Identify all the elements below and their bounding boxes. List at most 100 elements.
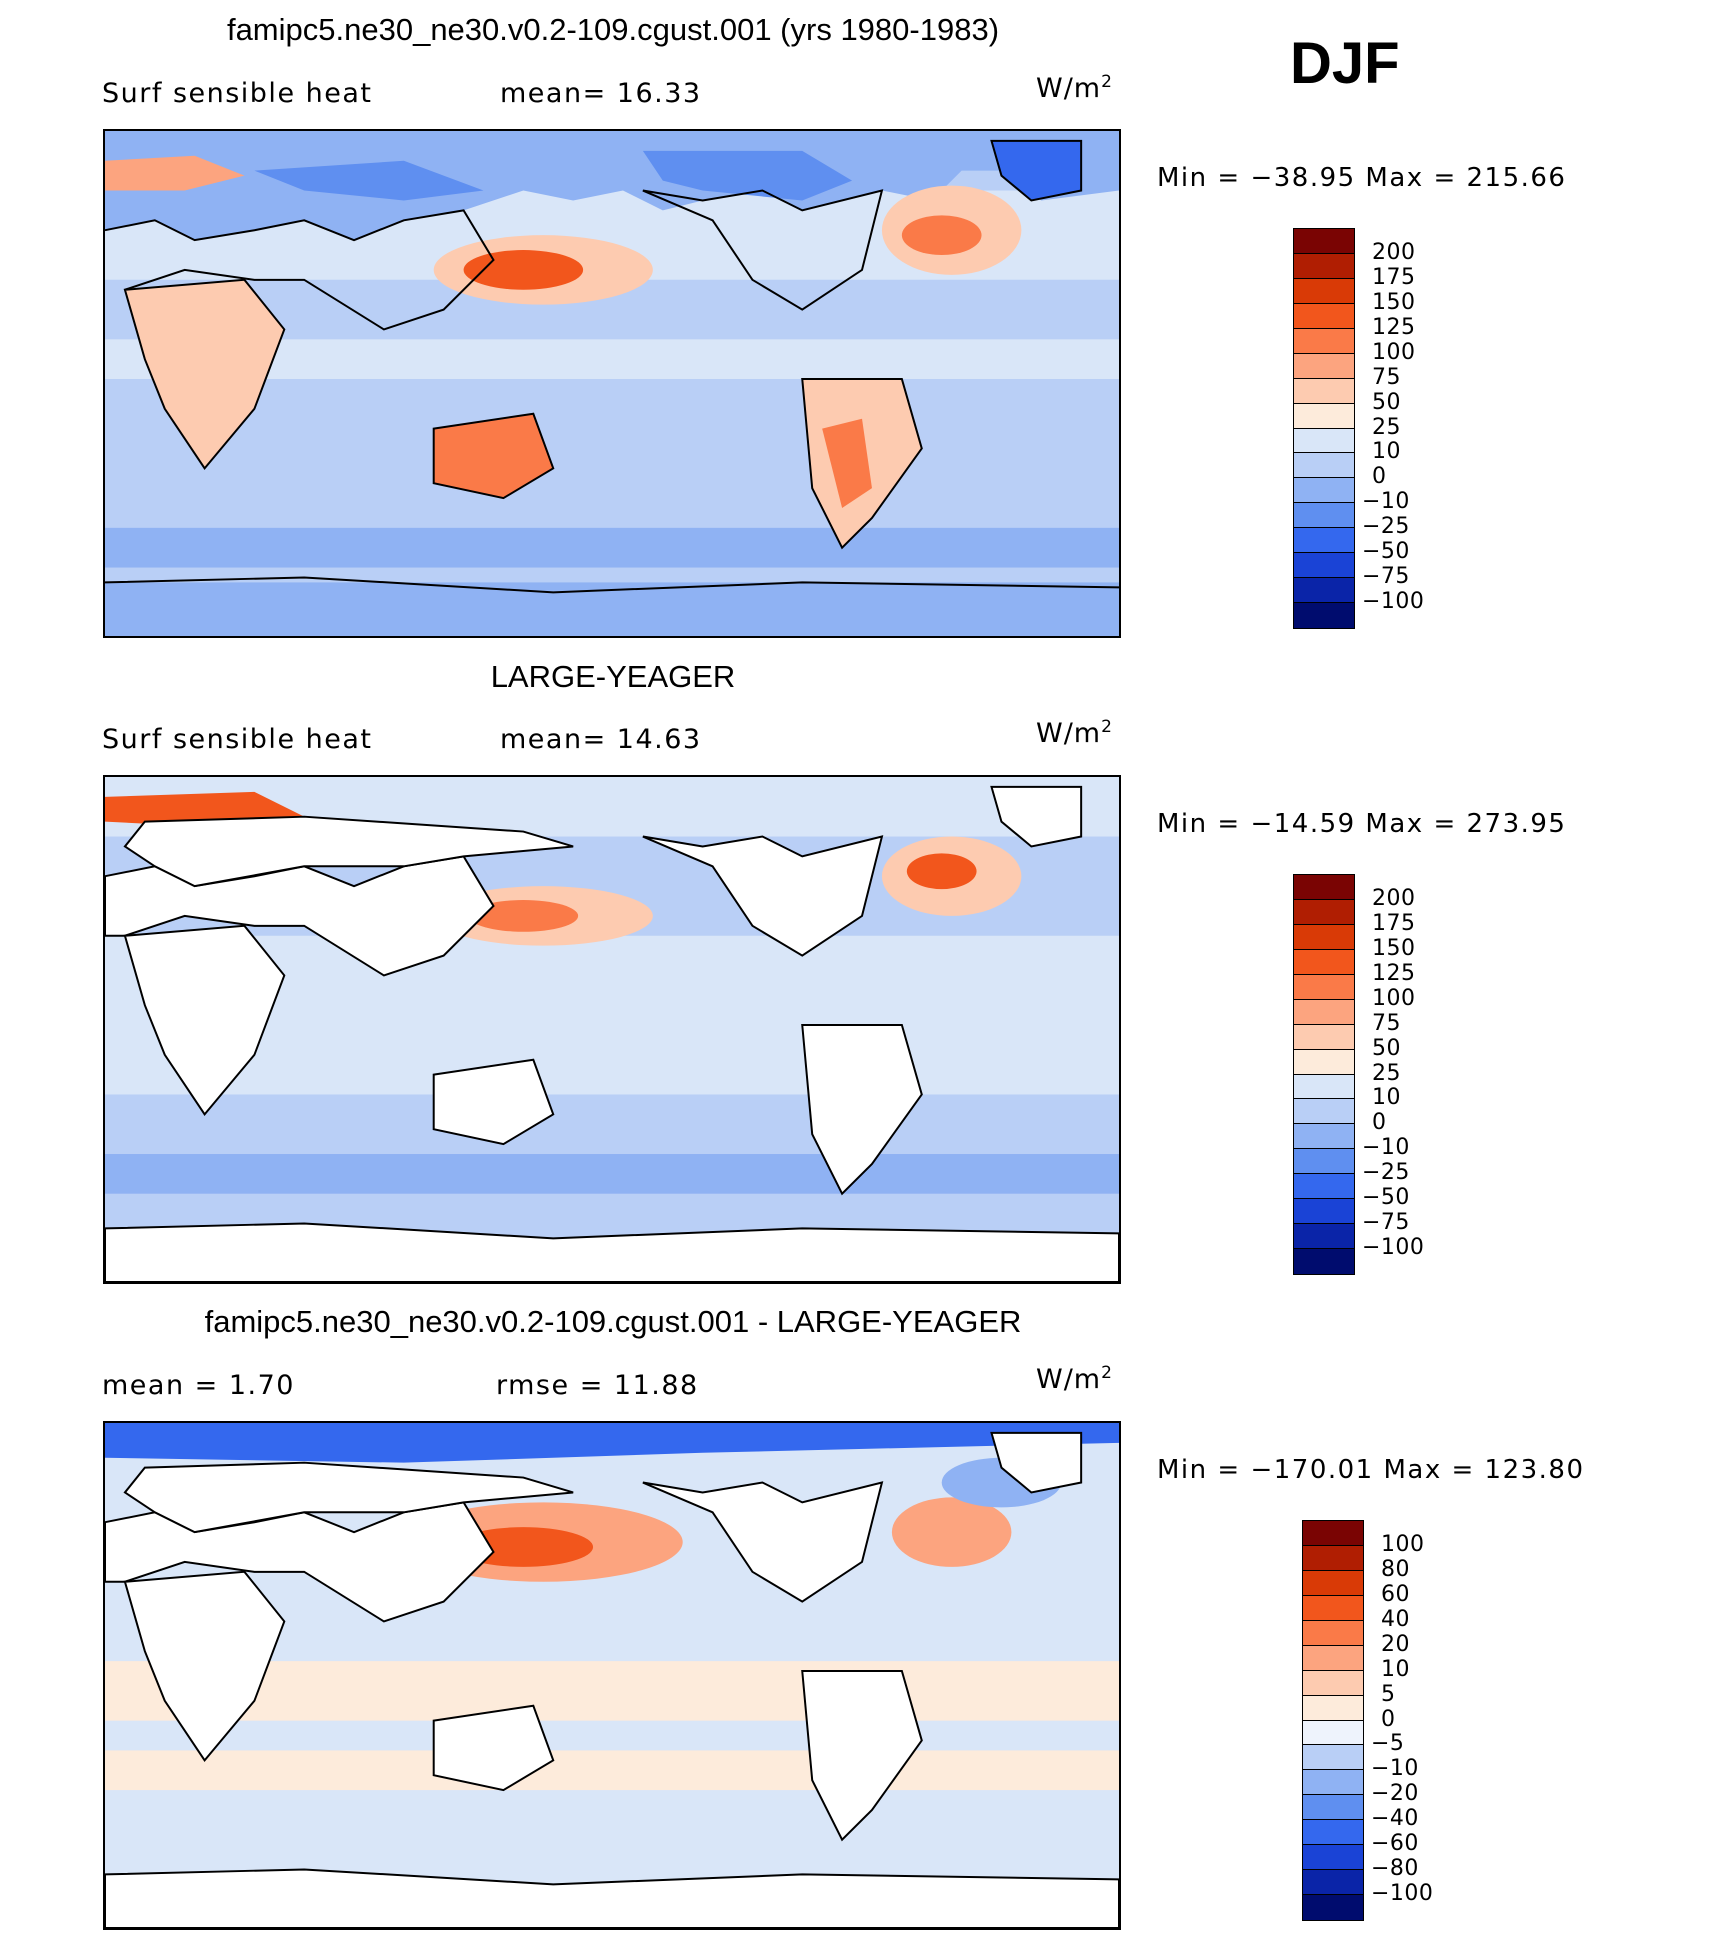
colorbar-tick-label: −60 [1371,1831,1419,1857]
colorbar-segment [1294,503,1354,529]
colorbar-tick-label: 60 [1381,1581,1410,1607]
panel3-title: famipc5.ne30_ne30.v0.2-109.cgust.001 - L… [204,1304,1022,1339]
colorbar-tick-label: −50 [1362,1185,1410,1211]
colorbar-segment [1294,924,1354,950]
colorbar-segment [1303,1795,1363,1821]
arctic-cold [105,1423,1119,1463]
colorbar-tick-label: −75 [1362,1210,1410,1236]
subtropic-band [105,1750,1119,1791]
panel2-map-svg [105,777,1119,1282]
panel3-units-text: W/m [1036,1364,1102,1395]
colorbar-tick-label: 125 [1372,314,1416,340]
colorbar-tick-label: 10 [1372,439,1401,465]
tropic-band [105,1661,1119,1721]
colorbar-segment [1303,1720,1363,1746]
panel1-colorbar [1293,228,1355,629]
colorbar-segment [1303,1695,1363,1721]
gulfstream-core [901,215,982,256]
colorbar-tick-label: 100 [1372,985,1416,1011]
africa-warm [124,279,285,469]
panel3-left-label: mean = 1.70 [102,1370,295,1401]
panel1-left-label: Surf sensible heat [102,78,373,109]
panel1-title: famipc5.ne30_ne30.v0.2-109.cgust.001 (yr… [226,12,1000,47]
colorbar-segment [1303,1820,1363,1846]
panel1-units-exp: 2 [1101,72,1113,92]
colorbar-segment [1294,1049,1354,1075]
colorbar-tick-label: 0 [1372,464,1387,490]
panel3-center-label: rmse = 11.88 [496,1370,699,1401]
colorbar-segment [1294,974,1354,1000]
colorbar-segment [1294,875,1354,900]
panel3-units-exp: 2 [1101,1363,1113,1383]
gulfstream-warm [891,1497,1012,1567]
colorbar-tick-label: −25 [1362,514,1410,540]
colorbar-tick-label: −100 [1362,589,1425,615]
coastlines [105,139,1119,594]
season-label: DJF [1290,31,1400,96]
colorbar-segment [1294,1074,1354,1100]
colorbar-tick-label: 0 [1381,1706,1396,1732]
colorbar-tick-label: −80 [1371,1856,1419,1882]
colorbar-tick-label: 150 [1372,935,1416,961]
gulfstream-core [906,853,977,890]
colorbar-segment [1303,1895,1363,1920]
norwegian-warm [105,155,245,191]
panel2-units: W/m2 [1036,717,1113,749]
land-mask [105,785,1119,1282]
panel1-colorbar-labels: 200 175 150 125 100 75 50 25 10 0 −10 −25 −50 −75 −100 [1362,228,1472,629]
colorbar-segment [1294,999,1354,1025]
colorbar-tick-label: −40 [1371,1806,1419,1832]
panel2-left-label: Surf sensible heat [102,724,373,755]
colorbar-segment [1294,478,1354,504]
colorbar-tick-label: 100 [1381,1531,1425,1557]
colorbar-segment [1294,229,1354,254]
colorbar-tick-label: −50 [1362,539,1410,565]
colorbar-segment [1294,1099,1354,1125]
colorbar-segment [1303,1545,1363,1571]
colorbar-tick-label: −5 [1371,1731,1405,1757]
australia-warm [433,413,554,499]
colorbar-tick-label: 75 [1372,364,1401,390]
kuroshio-core [463,250,584,290]
colorbar-segment [1294,1224,1354,1250]
panel1-map [103,129,1121,638]
andes-warm [822,418,872,509]
colorbar-tick-label: 200 [1372,885,1416,911]
panel3-map-svg [105,1423,1119,1928]
colorbar-tick-label: −75 [1362,564,1410,590]
colorbar-segment [1294,603,1354,628]
antarctica-fill [105,582,1119,636]
colorbar-tick-label: 50 [1372,1035,1401,1061]
panel2-center-label: mean= 14.63 [500,724,702,755]
colorbar-tick-label: −100 [1371,1881,1434,1907]
colorbar-segment [1294,378,1354,404]
colorbar-tick-label: −25 [1362,1160,1410,1186]
northern-land [105,131,1119,241]
panel2-minmax: Min = −14.59 Max = 273.95 [1157,809,1567,839]
panel2-map [103,775,1121,1284]
colorbar-segment [1303,1670,1363,1696]
colorbar-segment [1294,253,1354,279]
colorbar-segment [1303,1620,1363,1646]
colorbar-segment [1303,1845,1363,1871]
colorbar-segment [1294,1199,1354,1225]
colorbar-tick-label: 175 [1372,264,1416,290]
panel1-map-svg [105,131,1119,636]
colorbar-segment [1294,328,1354,354]
colorbar-segment [1294,278,1354,304]
panel1-minmax: Min = −38.95 Max = 215.66 [1157,163,1567,193]
colorbar-tick-label: 25 [1372,1060,1401,1086]
colorbar-tick-label: 25 [1372,414,1401,440]
colorbar-tick-label: −10 [1371,1756,1419,1782]
colorbar-tick-label: 10 [1372,1085,1401,1111]
colorbar-segment [1303,1745,1363,1771]
panel2-colorbar [1293,874,1355,1275]
colorbar-tick-label: 0 [1372,1110,1387,1136]
colorbar-tick-label: 10 [1381,1656,1410,1682]
colorbar-segment [1303,1770,1363,1796]
colorbar-segment [1303,1595,1363,1621]
colorbar-segment [1294,453,1354,479]
panel3-map [103,1421,1121,1930]
colorbar-tick-label: 50 [1372,389,1401,415]
colorbar-tick-label: −20 [1371,1781,1419,1807]
